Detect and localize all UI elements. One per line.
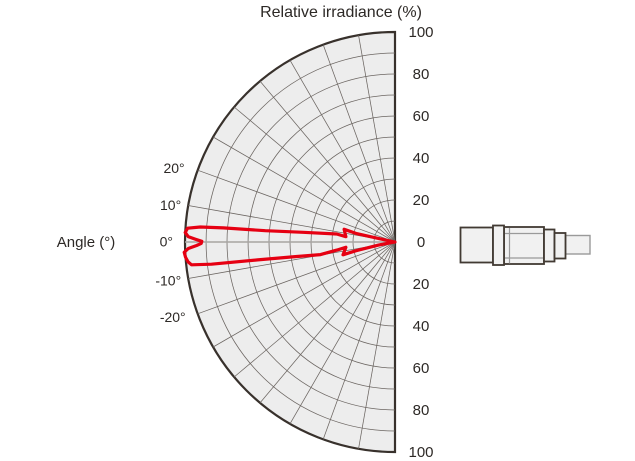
polar-spoke-80 — [358, 35, 396, 243]
radial-tick-label: 60 — [413, 360, 430, 377]
device-flange — [492, 224, 505, 266]
radial-tick-label: 20 — [413, 276, 430, 293]
device-nub — [553, 232, 567, 260]
polar-spoke--20 — [197, 241, 396, 315]
radial-tick-label: 20 — [413, 192, 430, 209]
polar-grid — [183, 30, 397, 454]
radial-tick-label: 60 — [413, 108, 430, 125]
radial-tick-label: 100 — [408, 24, 433, 41]
chart-title: Relative irradiance (%) — [260, 4, 422, 21]
polar-spoke-40 — [233, 106, 396, 243]
angle-tick-label: 20° — [163, 160, 184, 176]
beam-pattern-curve — [182, 225, 397, 267]
radial-tick-label: 80 — [413, 66, 430, 83]
polar-spoke--50 — [259, 241, 396, 404]
radial-tick-label: 80 — [413, 402, 430, 419]
polar-spoke-30 — [212, 136, 396, 243]
irradiance-curve — [182, 225, 397, 267]
angle-axis-label: Angle (°) — [57, 234, 116, 251]
angle-tick-label: -20° — [160, 309, 186, 325]
radial-tick-label: 0 — [417, 234, 425, 251]
radial-tick-label: 100 — [408, 444, 433, 461]
polar-spoke-70 — [322, 44, 396, 243]
angle-tick-label: 0° — [160, 234, 173, 250]
polar-spoke--60 — [289, 241, 396, 425]
polar-spoke-50 — [259, 80, 396, 243]
emitter-device-icon — [459, 224, 591, 266]
polar-spoke--80 — [358, 241, 396, 449]
radial-tick-label: 40 — [413, 318, 430, 335]
device-step — [543, 228, 556, 263]
polar-spoke--70 — [322, 241, 396, 440]
polar-spoke--30 — [212, 241, 396, 348]
radial-tick-label: 40 — [413, 150, 430, 167]
angle-tick-label: 10° — [160, 197, 181, 213]
polar-spoke--40 — [233, 241, 396, 378]
axis-tick-labels: 100 80 60 40 20 0 20 40 60 80 100 20° 10° 0° -10° -20° — [155, 24, 433, 461]
polar-spoke-60 — [289, 59, 396, 243]
device-cable — [564, 234, 591, 255]
device-front-block — [459, 226, 494, 264]
angle-tick-label: -10° — [155, 272, 181, 288]
polar-spoke-20 — [197, 169, 396, 243]
